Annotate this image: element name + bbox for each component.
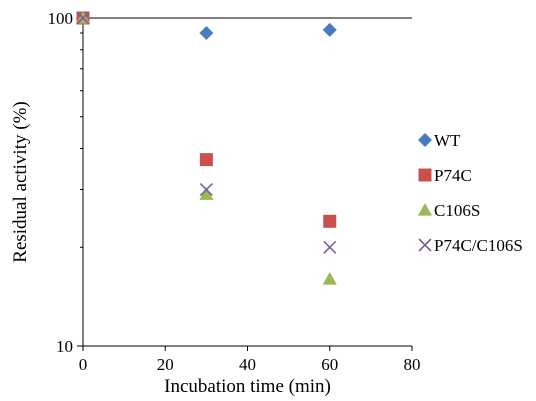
x-tick-label: 0 [79,355,88,374]
legend-label: C106S [434,201,480,220]
series-p74c-c106s [76,11,337,254]
data-point [199,182,213,197]
y-axis-ticks: 10 100 [48,9,83,356]
x-tick-label: 80 [404,355,421,374]
x-tick-label: 20 [157,355,174,374]
data-point [323,214,337,228]
x-axis-ticks: 0 20 40 60 80 [79,346,421,374]
legend-label: WT [434,131,461,150]
series-wt [76,11,337,41]
legend-item: C106S [418,201,480,220]
legend: WT P74C C106S P74C/C106S [418,131,523,255]
data-point [322,22,337,37]
series-c106s [76,11,337,285]
x-axis-title: Incubation time (min) [164,376,331,397]
legend-item: P74C [418,166,472,185]
data-points [76,11,337,285]
legend-marker [418,238,432,252]
data-point [199,26,214,41]
legend-marker [418,203,432,216]
legend-label: P74C/C106S [434,236,523,255]
x-tick-label: 60 [321,355,338,374]
plot-area: 0 20 40 60 80 10 100 [48,9,421,374]
data-point [323,240,337,254]
legend-item: P74C/C106S [418,236,523,255]
data-point [322,272,337,285]
legend-item: WT [418,131,461,150]
legend-marker [418,168,432,182]
data-point [199,187,214,200]
y-tick-label: 100 [48,9,74,28]
x-tick-label: 40 [239,355,256,374]
y-tick-label: 10 [56,337,73,356]
legend-marker [418,133,432,147]
legend-label: P74C [434,166,472,185]
data-point [76,11,90,25]
y-axis-title: Residual activity (%) [10,101,31,262]
data-point [199,153,213,167]
